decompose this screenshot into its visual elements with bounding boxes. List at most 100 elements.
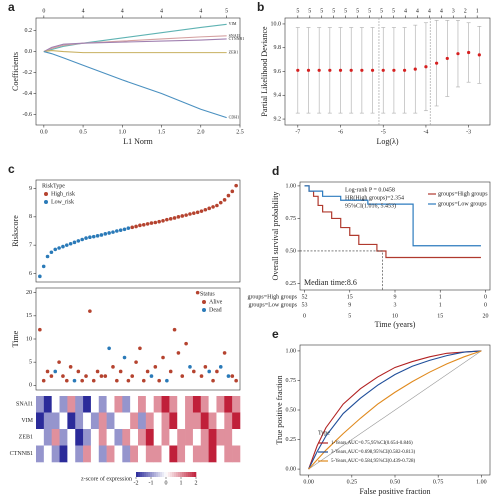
x-tick-label: -4 [423,129,428,135]
heat-cell [145,396,154,413]
heat-cell [185,412,194,430]
top-tick-label: 4 [121,8,124,14]
point [153,365,158,369]
row-label: SNAI1 [16,402,33,408]
point [234,378,238,383]
top-tick-label: 4 [416,8,419,14]
heat-cell [216,396,225,413]
point [165,217,169,222]
point [370,68,375,72]
heat-cell [51,429,60,446]
heat-cell [161,429,170,446]
x-tick-label: 1.00 [476,479,487,485]
series-line [43,51,227,119]
heat-cell [208,429,217,446]
heat-cell [138,412,147,430]
top-tick-label: 5 [225,8,228,14]
heat-cell [216,445,225,463]
colorbar-step [166,472,169,477]
point [149,221,154,225]
point [103,374,108,378]
point [41,378,46,383]
annotation: HR(High groups)=2.354 [345,194,404,201]
risk-table-count: 0 [484,294,487,300]
colorbar-step [136,472,139,477]
point [122,227,127,232]
point [424,65,428,69]
heat-cell [177,412,186,430]
point [103,232,108,236]
heat-cell [122,412,131,430]
risk-table-count: 52 [302,294,308,300]
point [64,243,69,247]
heat-cell [161,396,170,413]
point [76,369,81,374]
top-tick-label: 4 [82,8,85,14]
colorbar-tick-label: -2 [134,480,139,486]
point [195,210,200,215]
point [199,374,204,378]
heat-cell [185,429,194,446]
x-tick-label: 20 [482,313,488,319]
x-tick-label: 1.0 [119,129,127,135]
point [211,205,215,209]
heat-cell [43,445,52,463]
point [95,369,100,374]
heat-cell [75,396,84,413]
point [61,374,65,378]
point [88,309,92,313]
colorbar-step [174,472,177,477]
heat-cell [232,429,241,446]
heat-cell [83,445,92,463]
top-tick-label: 5 [320,8,323,14]
diagonal [308,350,482,470]
heat-cell [161,412,170,430]
heat-cell [67,429,76,446]
y-tick-label: -0.2 [23,70,33,76]
heat-cell [75,412,84,430]
legend-label: groups=High groups [438,191,488,197]
heat-cell [177,445,186,463]
point [215,203,219,208]
heat-cell [216,429,225,446]
point [126,378,131,383]
line-label: ZEB1 [229,50,239,55]
legend-label: High_risk [51,191,75,197]
risk-table-count: 0 [484,302,487,308]
colorbar-step [180,472,183,477]
y-tick-label: 7 [29,243,32,249]
point [45,369,50,374]
point [91,378,96,383]
heat-cell [43,429,52,446]
point [456,52,460,56]
point [68,241,73,246]
point [130,225,135,230]
series-line [308,350,482,470]
risk-table-label: groups=Low groups [248,302,297,308]
y-tick-label: 0.25 [286,281,297,287]
point [172,327,177,332]
colorbar-step [154,472,157,477]
point [107,346,111,351]
point [226,193,231,198]
heat-cell [59,445,68,463]
point [381,68,385,72]
heat-cell [208,412,217,430]
heat-cell [138,396,147,413]
point [72,378,77,383]
y-axis-title: Time [11,330,20,347]
risk-table-count: 53 [302,302,308,308]
x-tick-label: 0.50 [390,479,401,485]
point [118,369,123,374]
colorbar-step [142,472,145,477]
top-tick-label: 5 [380,8,383,14]
point [188,212,192,216]
colorbar-step [162,472,165,477]
legend-label: Alive [209,299,223,305]
heat-cell [185,445,194,463]
heat-cell [36,445,45,463]
point [230,374,235,378]
y-tick-label: 0.50 [286,248,297,254]
point [68,365,73,369]
